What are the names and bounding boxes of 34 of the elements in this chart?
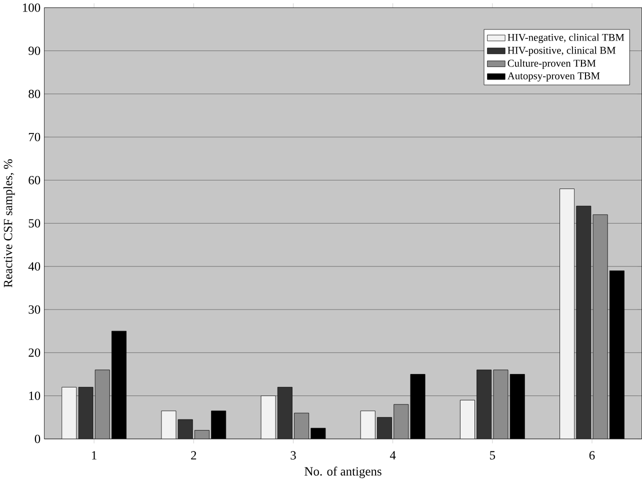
y-tick-label: 90 bbox=[28, 46, 40, 56]
y-axis-title: Reactive CSF samples, % bbox=[3, 159, 15, 288]
y-tick-label: 20 bbox=[28, 348, 40, 358]
y-tick-label: 10 bbox=[29, 392, 40, 400]
bar bbox=[493, 370, 508, 440]
x-tick-label: 2 bbox=[191, 451, 196, 460]
x-tick-label: 5 bbox=[490, 451, 496, 460]
bar bbox=[560, 188, 575, 440]
y-tick-label: 40 bbox=[28, 262, 40, 271]
legend-label: HIV-negative, clinical TBM bbox=[508, 34, 624, 44]
x-axis-title: No. of antigens bbox=[304, 466, 382, 478]
bar bbox=[460, 400, 475, 440]
bar bbox=[260, 396, 276, 440]
y-tick-label: 50 bbox=[28, 219, 40, 228]
bar bbox=[394, 404, 409, 440]
y-tick-label: 80 bbox=[28, 90, 40, 98]
legend-label: Autopsy-proven TBM bbox=[507, 72, 600, 82]
x-tick-label: 6 bbox=[589, 451, 595, 460]
y-tick-label: 60 bbox=[28, 176, 40, 185]
bar bbox=[294, 413, 310, 440]
legend-label: Culture-proven TBM bbox=[508, 60, 596, 70]
bar bbox=[360, 410, 376, 440]
bar bbox=[592, 214, 608, 440]
x-tick-label: 3 bbox=[290, 451, 296, 460]
y-tick-label: 100 bbox=[23, 4, 40, 12]
bar bbox=[94, 370, 110, 440]
y-tick-label: 70 bbox=[28, 133, 40, 142]
x-tick-label: 4 bbox=[390, 451, 396, 460]
y-tick-label: 0 bbox=[34, 434, 40, 444]
legend-label: HIV-positive, clinical BM bbox=[508, 46, 616, 56]
y-tick-label: 30 bbox=[28, 306, 40, 314]
bar bbox=[161, 410, 176, 440]
x-tick-label: 1 bbox=[92, 451, 96, 460]
bar bbox=[62, 387, 77, 440]
